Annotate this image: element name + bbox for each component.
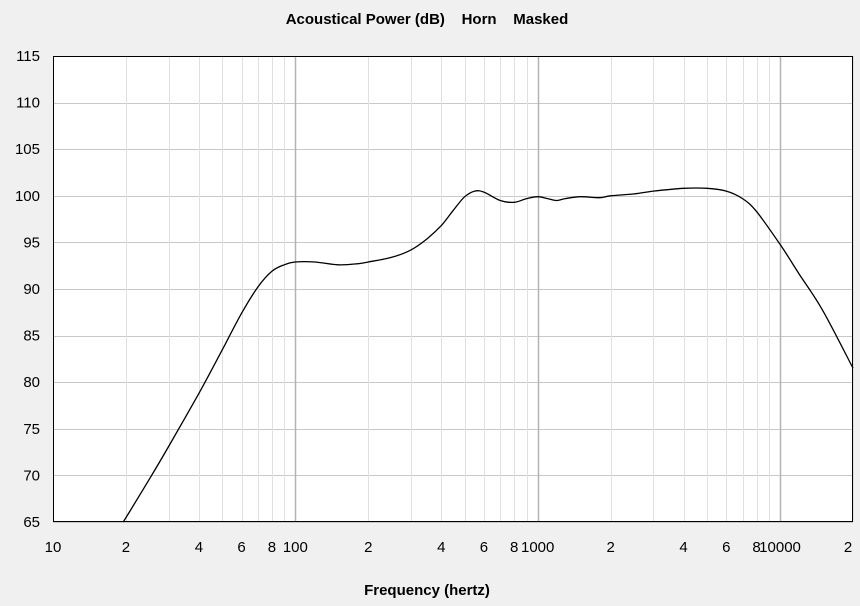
y-tick-label: 75	[23, 421, 40, 438]
y-tick-label: 85	[23, 328, 40, 345]
y-tick-label: 65	[23, 514, 40, 531]
x-tick-label: 1000	[521, 539, 554, 556]
x-tick-label: 6	[722, 539, 730, 556]
y-tick-label: 100	[15, 188, 40, 205]
chart-title: Acoustical Power (dB) Horn Masked	[286, 11, 569, 28]
series-group	[122, 187, 854, 523]
x-tick-label: 8	[752, 539, 760, 556]
x-tick-label: 100	[283, 539, 308, 556]
x-axis-label: Frequency (hertz)	[364, 582, 490, 599]
x-tick-label: 8	[510, 539, 518, 556]
x-tick-label: 6	[237, 539, 245, 556]
y-tick-label: 105	[15, 141, 40, 158]
x-tick-label: 2	[844, 539, 852, 556]
x-tick-label: 10	[45, 539, 62, 556]
x-tick-label: 2	[122, 539, 130, 556]
series-line	[122, 187, 854, 523]
y-tick-label: 95	[23, 234, 40, 251]
x-tick-label: 10000	[759, 539, 801, 556]
x-tick-label: 2	[606, 539, 614, 556]
x-tick-label: 4	[679, 539, 687, 556]
x-tick-label: 6	[480, 539, 488, 556]
plot-border	[53, 56, 853, 522]
x-tick-label: 8	[268, 539, 276, 556]
y-tick-label: 80	[23, 374, 40, 391]
x-tick-label: 4	[437, 539, 445, 556]
grid-lines	[53, 56, 854, 523]
y-tick-label: 110	[16, 95, 40, 112]
x-tick-label: 2	[364, 539, 372, 556]
y-tick-label: 115	[16, 48, 40, 65]
y-axis-ticks: 115 110 105 100 95 90 85 80 75 70 65	[15, 48, 40, 531]
y-tick-label: 90	[23, 281, 40, 298]
x-tick-label: 4	[195, 539, 203, 556]
y-tick-label: 70	[23, 467, 40, 484]
